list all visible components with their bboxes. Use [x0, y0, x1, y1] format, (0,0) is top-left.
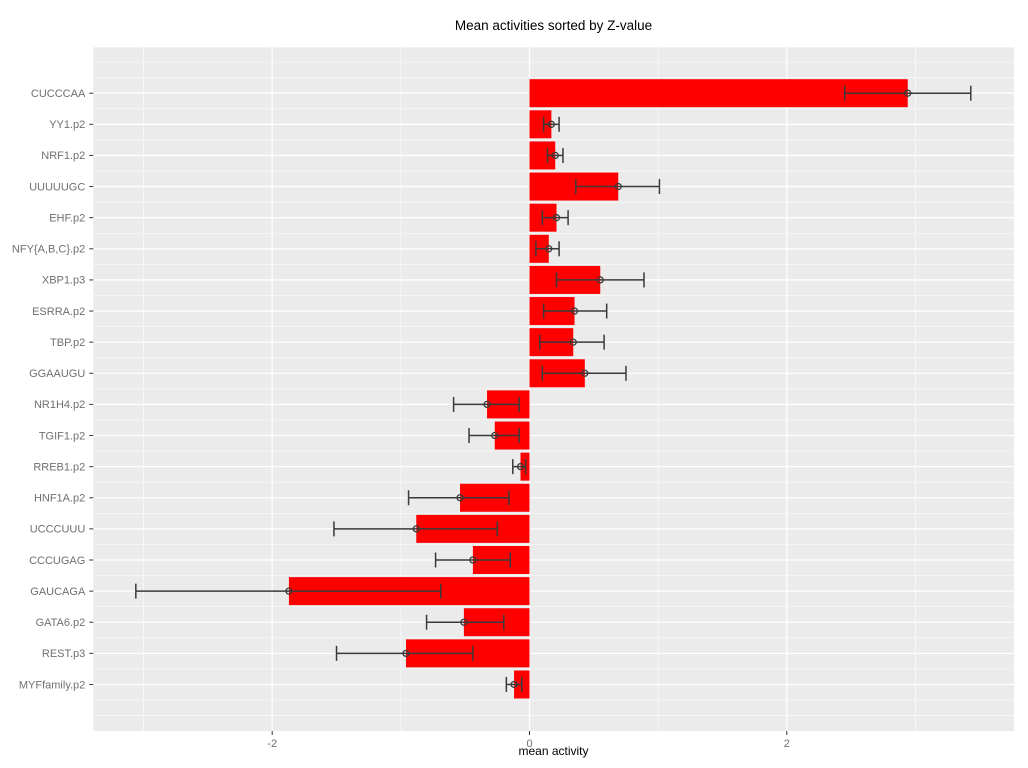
mean-point — [510, 680, 518, 689]
mean-point — [460, 618, 468, 626]
error-bar — [407, 490, 510, 506]
error-bar — [555, 272, 645, 288]
y-tick-label: NFY{A,B,C}.p2 — [12, 244, 85, 256]
error-bar — [505, 676, 523, 692]
mean-point — [547, 120, 556, 128]
y-tick-label: GGAAUGU — [29, 368, 85, 380]
x-axis-title: mean activity — [518, 744, 589, 758]
mean-point — [412, 525, 420, 533]
y-tick-label: EHF.p2 — [49, 212, 85, 224]
mean-point — [596, 276, 604, 284]
mean-point — [552, 214, 561, 222]
y-tick-label: GAUCAGA — [30, 586, 86, 598]
y-tick-label: MYFfamily.p2 — [19, 679, 85, 691]
mean-point — [483, 400, 491, 409]
error-bar — [546, 147, 564, 163]
y-tick-label: XBP1.p3 — [42, 275, 85, 287]
y-tick-label: CUCCCAA — [31, 88, 86, 100]
y-tick-label: UCCCUUU — [30, 524, 86, 536]
mean-point — [569, 338, 577, 346]
y-tick-label: TBP.p2 — [50, 337, 85, 349]
y-tick-label: RREB1.p2 — [33, 461, 85, 473]
y-tick-label: GATA6.p2 — [36, 617, 86, 629]
x-tick-label: -2 — [267, 738, 277, 750]
mean-point — [456, 494, 464, 502]
mean-point — [469, 556, 477, 564]
error-bar — [335, 645, 474, 661]
y-tick-label: UUUUUGC — [29, 181, 85, 193]
error-bar — [512, 459, 527, 475]
error-bar — [468, 428, 520, 444]
error-bar — [575, 179, 661, 195]
y-tick-label: REST.p3 — [42, 648, 85, 660]
y-tick-label: NR1H4.p2 — [34, 399, 85, 411]
error-bar — [434, 552, 511, 568]
mean-point — [402, 649, 410, 658]
error-bar — [333, 521, 499, 537]
mean-point — [570, 307, 579, 315]
y-tick-label: CCCUGAG — [29, 555, 85, 567]
chart-title: Mean activities sorted by Z-value — [454, 18, 653, 33]
error-bar — [535, 241, 560, 257]
x-tick-label: 2 — [784, 738, 790, 750]
mean-point — [285, 587, 293, 595]
x-tick-label: 0 — [526, 738, 532, 750]
error-bar — [425, 614, 505, 630]
mean-point — [904, 89, 912, 97]
error-bar — [452, 396, 520, 412]
y-tick-label: NRF1.p2 — [41, 150, 85, 162]
mean-point — [614, 182, 622, 191]
bar — [529, 110, 552, 139]
error-bar — [542, 303, 608, 319]
mean-point — [545, 245, 553, 253]
y-tick-label: YY1.p2 — [49, 119, 85, 131]
mean-point — [516, 462, 525, 471]
error-bar — [539, 334, 605, 350]
error-bar — [542, 116, 560, 132]
error-bar — [843, 85, 972, 101]
error-bar — [135, 583, 442, 599]
y-tick-label: HNF1A.p2 — [34, 493, 85, 505]
error-bar — [541, 210, 569, 226]
y-tick-label: TGIF1.p2 — [39, 430, 85, 442]
mean-point — [491, 431, 499, 440]
y-tick-label: ESRRA.p2 — [32, 306, 85, 318]
mean-point — [581, 369, 589, 377]
mean-point — [551, 151, 559, 160]
error-bar — [541, 365, 627, 381]
